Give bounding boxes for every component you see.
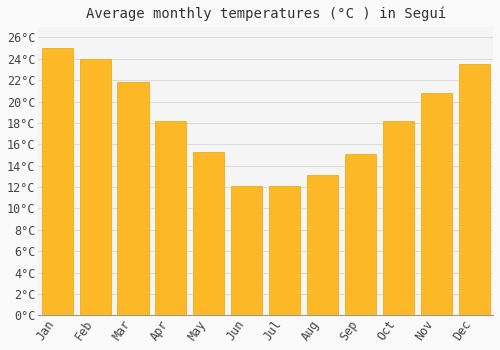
Title: Average monthly temperatures (°C ) in Seguí: Average monthly temperatures (°C ) in Se… [86, 7, 446, 21]
Bar [420, 93, 452, 315]
Bar [383, 121, 414, 315]
Bar [307, 175, 338, 315]
Bar [118, 82, 148, 315]
Bar [269, 186, 300, 315]
Bar [231, 186, 262, 315]
Bar [80, 59, 110, 315]
Bar [42, 48, 72, 315]
Bar [156, 121, 186, 315]
Bar [458, 64, 490, 315]
Bar [193, 152, 224, 315]
Bar [345, 154, 376, 315]
